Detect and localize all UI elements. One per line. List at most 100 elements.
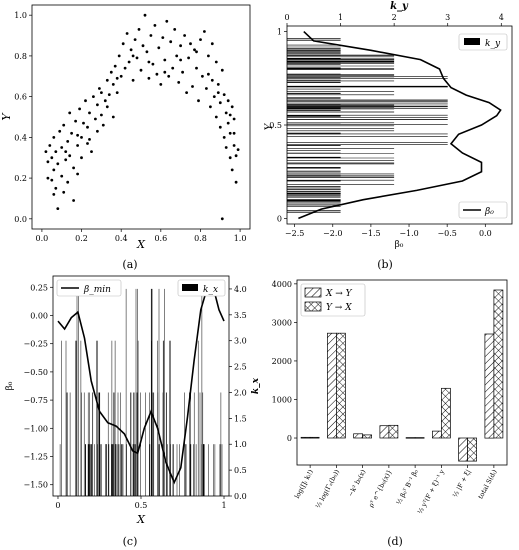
scatter-point — [167, 74, 171, 78]
panel-a-xlabel: X — [136, 238, 146, 251]
scatter-point — [224, 111, 228, 115]
scatter-point — [52, 193, 56, 196]
bar — [441, 387, 451, 439]
scatter-point — [151, 62, 155, 66]
scatter-point — [123, 66, 127, 70]
scatter-point — [76, 172, 79, 176]
x-tick-label: −2.5 — [285, 229, 304, 238]
scatter-point — [195, 50, 198, 54]
scatter-point — [230, 105, 234, 109]
bar — [353, 433, 363, 439]
bar — [327, 332, 337, 439]
scatter-point — [209, 105, 212, 109]
scatter-point — [131, 54, 135, 58]
scatter-point — [143, 13, 147, 17]
x-tick-label: log(∏ᵢ kᵢ!) — [293, 468, 315, 500]
scatter-point — [157, 46, 161, 50]
bar — [336, 332, 346, 439]
scatter-point — [226, 121, 230, 125]
scatter-point — [141, 44, 145, 48]
scatter-point — [96, 103, 99, 107]
panel-d-label: (d) — [387, 535, 403, 548]
scatter-point — [222, 136, 226, 139]
panel-b-legend-beta-label: β₀ — [484, 207, 494, 217]
scatter-point — [185, 91, 189, 94]
right-y-tick-label: 2.0 — [234, 388, 247, 397]
scatter-point — [101, 123, 105, 127]
scatter-point — [214, 60, 218, 64]
bar — [493, 289, 504, 439]
x-tick-label: 1.0 — [234, 234, 247, 243]
scatter-point — [216, 91, 220, 94]
scatter-point — [46, 160, 50, 164]
scatter-point — [179, 44, 183, 48]
scatter-point — [230, 168, 234, 172]
panel-b-xlabel: β₀ — [395, 240, 404, 250]
scatter-point — [58, 129, 62, 133]
scatter-point — [177, 81, 181, 84]
y-tick-label: 0.8 — [14, 52, 27, 61]
scatter-point — [218, 101, 222, 105]
x-tick-label: ½ |F + ξ| — [451, 468, 472, 499]
panel-b-top-xlabel: k_y — [390, 1, 409, 12]
scatter-point — [210, 42, 214, 46]
scatter-point — [88, 138, 91, 141]
scatter-point — [191, 85, 194, 88]
scatter-point — [163, 70, 167, 74]
scatter-point — [76, 144, 79, 147]
scatter-point — [92, 95, 95, 98]
panel-b-legend-beta: β₀ — [458, 201, 508, 219]
scatter-point — [78, 107, 81, 111]
top-x-tick-label: 1 — [338, 13, 343, 22]
x-tick-label: −0.5 — [437, 229, 456, 238]
scatter-point — [193, 48, 196, 52]
scatter-point — [147, 60, 151, 64]
scatter-point — [165, 19, 169, 23]
panel-b-label: (b) — [377, 258, 393, 271]
panel-a-ylabel: Y — [0, 112, 13, 121]
scatter-point — [147, 76, 151, 80]
scatter-point — [72, 199, 75, 202]
x-tick-label: 0.4 — [115, 234, 128, 243]
top-x-tick-label: 3 — [445, 13, 450, 22]
scatter-point — [82, 121, 85, 125]
scatter-point — [234, 154, 238, 158]
scatter-point — [131, 78, 135, 82]
scatter-point — [232, 144, 236, 147]
panel-c-label: (c) — [123, 535, 138, 548]
scatter-point — [117, 54, 121, 58]
bar — [379, 425, 390, 439]
scatter-point — [189, 42, 192, 46]
scatter-point — [111, 83, 115, 86]
panel-d-legend-xy-label: X → Y — [325, 289, 353, 299]
y-tick-label: 0.6 — [14, 93, 27, 102]
scatter-point — [129, 48, 133, 52]
panel-c-legend-kx: k_x — [177, 279, 226, 297]
bar — [467, 437, 477, 462]
scatter-point — [60, 146, 64, 149]
y-tick-label: 0.0 — [14, 215, 27, 224]
scatter-point — [80, 156, 83, 160]
panel-c-legend-beta-min-label: β_min — [83, 285, 111, 295]
scatter-point — [64, 150, 68, 154]
x-tick-label: −2.0 — [323, 229, 342, 238]
scatter-point — [66, 180, 70, 184]
scatter-point — [226, 99, 230, 103]
y-tick-label: −1.50 — [23, 481, 48, 490]
scatter-point — [201, 74, 204, 78]
panel-c-xlabel: X — [136, 513, 146, 526]
scatter-point — [105, 105, 109, 109]
y-tick-label: −1.25 — [23, 453, 48, 462]
scatter-point — [62, 190, 66, 194]
scatter-point — [207, 72, 210, 76]
scatter-point — [197, 99, 200, 103]
y-tick-label: −0.25 — [23, 340, 48, 349]
right-y-tick-label: 2.5 — [234, 363, 247, 372]
panel-c-legend-beta-min: β_min — [56, 279, 122, 297]
x-tick-label: total S(dᵢ) — [476, 468, 498, 501]
scatter-point — [88, 111, 91, 115]
panel-c-legend-kx-swatch — [182, 284, 198, 291]
panel-c-ylabel: β₀ — [5, 381, 15, 390]
x-tick-label: 0.5 — [135, 501, 148, 510]
panel-a-axes: 0.0 0.2 0.4 0.6 0.8 1.0 0.0 0.2 0.4 0.6 0.8 1.0 — [14, 11, 246, 243]
